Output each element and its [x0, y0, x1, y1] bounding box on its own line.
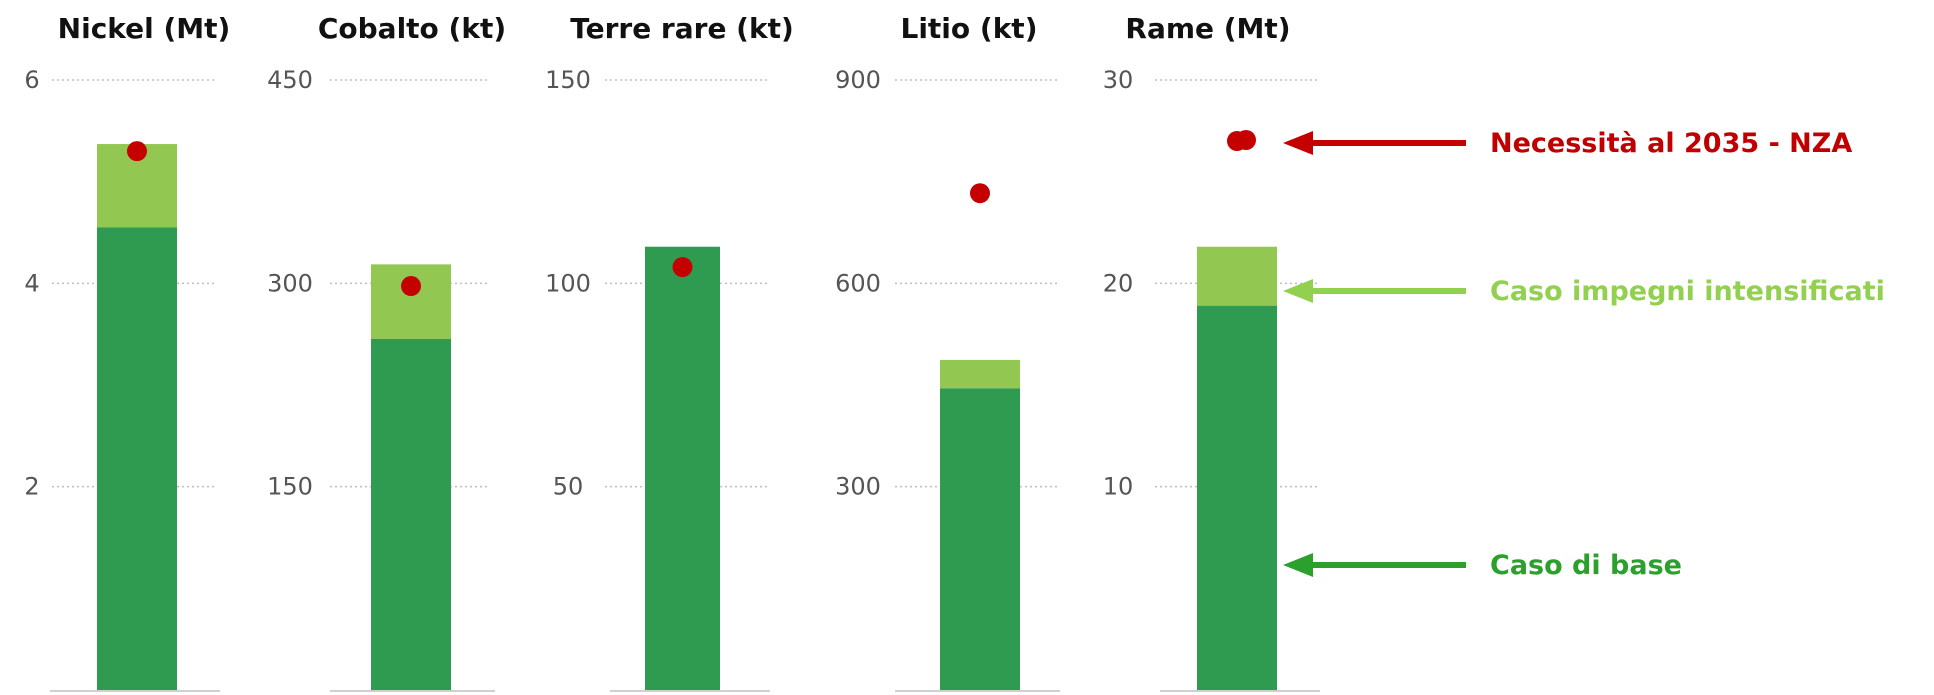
legend-nza-marker [1236, 130, 1256, 150]
panel-5: Rame (Mt) 30 20 10 [1103, 12, 1320, 692]
legend-nza-label: Necessità al 2035 - NZA [1490, 128, 1852, 159]
y-tick-label: 10 [1103, 473, 1134, 501]
y-tick-label: 50 [553, 473, 584, 501]
panel-3: Terre rare (kt) 150 100 50 [545, 12, 794, 692]
panel-title: Litio (kt) [900, 12, 1037, 45]
panel-4: Litio (kt) 900 600 300 [835, 12, 1060, 692]
legend: Necessità al 2035 - NZA Caso impegni int… [1236, 128, 1885, 581]
panel-title: Rame (Mt) [1125, 12, 1290, 45]
y-tick-label: 30 [1103, 66, 1134, 94]
y-tick-label: 100 [545, 269, 591, 297]
legend-intensified-label: Caso impegni intensificati [1490, 276, 1885, 307]
panel-title: Nickel (Mt) [58, 12, 231, 45]
y-tick-label: 300 [267, 269, 313, 297]
legend-base-arrow-head [1283, 553, 1313, 577]
bar-intensified [1197, 246, 1277, 306]
bar-intensified [371, 264, 451, 339]
bar-base [1197, 305, 1277, 690]
nza-marker [401, 276, 421, 297]
bar-base [940, 388, 1020, 690]
legend-nza-arrow-head [1283, 131, 1313, 155]
bar-base [371, 338, 451, 690]
bar-intensified [940, 359, 1020, 389]
y-tick-label: 450 [267, 66, 313, 94]
panel-1: Nickel (Mt) 6 4 2 [24, 12, 231, 692]
y-tick-label: 150 [267, 473, 313, 501]
y-tick-label: 600 [835, 269, 881, 297]
panel-title: Terre rare (kt) [570, 12, 794, 45]
legend-intensified-arrow-head [1283, 279, 1313, 303]
bar-base [645, 246, 720, 690]
bar-base [97, 227, 177, 690]
y-tick-label: 900 [835, 66, 881, 94]
y-tick-label: 4 [24, 269, 39, 297]
panel-2: Cobalto (kt)450 300 150 [267, 12, 506, 692]
y-tick-label: 6 [24, 66, 39, 94]
nza-marker [970, 183, 990, 204]
nza-marker [127, 141, 147, 162]
nza-marker [672, 257, 693, 278]
panel-title: Cobalto (kt) [318, 12, 506, 45]
y-tick-label: 300 [835, 473, 881, 501]
y-tick-label: 150 [545, 66, 591, 94]
y-tick-label: 2 [24, 473, 39, 501]
y-tick-label: 20 [1103, 269, 1134, 297]
legend-base-label: Caso di base [1490, 550, 1682, 581]
